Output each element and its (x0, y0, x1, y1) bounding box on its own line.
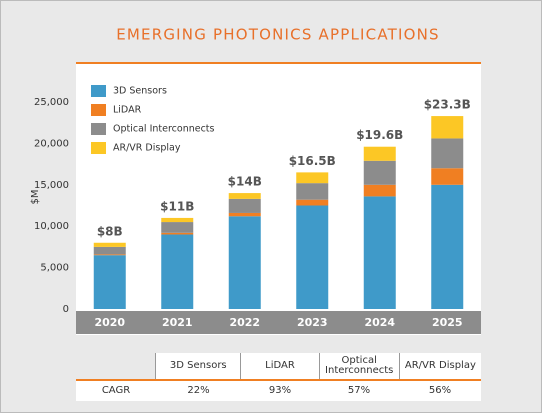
bar-segment (431, 184, 464, 309)
bar-segment (431, 138, 464, 169)
bar-segment (161, 234, 194, 309)
legend-label: Optical Interconnects (113, 124, 215, 135)
cagr-table: 3D Sensors LiDAR Optical Interconnects AR/V… (76, 353, 481, 401)
x-axis-band (76, 311, 481, 334)
chart-title: EMERGING PHOTONICS APPLICATIONS (116, 26, 440, 44)
bar-segment (296, 199, 329, 206)
table-header: 3D Sensors LiDAR Optical Interconnects AR/V… (76, 353, 481, 379)
x-tick-label: 2022 (229, 316, 260, 329)
column-header: 3D Sensors (155, 353, 241, 379)
x-tick-label: 2021 (162, 316, 193, 329)
bar-segment (93, 254, 126, 256)
y-tick-label: 10,000 (34, 221, 69, 232)
table-cell: 22% (156, 381, 241, 401)
column-header: Optical Interconnects (318, 353, 399, 379)
bar-segment (296, 172, 329, 184)
y-axis-label: $M (30, 190, 41, 205)
bar-segment (228, 216, 261, 309)
table-cell: 93% (241, 381, 319, 401)
bar-segment (228, 212, 261, 217)
column-header: AR/VR Display (398, 353, 481, 379)
legend-swatch (91, 142, 106, 154)
table-cell: 56% (399, 381, 481, 401)
y-tick-label: 20,000 (34, 138, 69, 149)
bar-segment (363, 146, 396, 161)
x-tick-label: 2025 (432, 316, 463, 329)
bar-segment (363, 160, 396, 185)
total-label: $19.6B (356, 128, 403, 142)
bar-segment (161, 222, 194, 233)
bar-segment (296, 183, 329, 200)
legend-label: 3D Sensors (113, 86, 167, 97)
legend-swatch (91, 104, 106, 116)
bar-segment (228, 198, 261, 213)
bar-segment (228, 193, 261, 199)
bar-segment (161, 232, 194, 235)
row-label: CAGR (76, 381, 156, 401)
column-header: LiDAR (240, 353, 319, 379)
bar-segment (161, 217, 194, 223)
plot-panel (76, 63, 481, 335)
bar-segment (93, 246, 126, 255)
bar-segment (296, 205, 329, 309)
y-tick-label: 0 (63, 304, 69, 315)
total-label: $8B (97, 224, 123, 238)
legend-swatch (91, 123, 106, 135)
bar-segment (363, 184, 396, 197)
total-label: $11B (160, 199, 194, 213)
total-label: $23.3B (424, 98, 471, 112)
y-tick-label: 25,000 (34, 97, 69, 108)
bar-segment (363, 196, 396, 309)
total-label: $16.5B (289, 154, 336, 168)
table-cell: 57% (319, 381, 399, 401)
x-tick-label: 2024 (364, 316, 395, 329)
bar-segment (93, 242, 126, 247)
legend-label: AR/VR Display (113, 143, 181, 154)
bar-segment (431, 116, 464, 139)
x-tick-label: 2023 (297, 316, 328, 329)
x-tick-label: 2020 (94, 316, 125, 329)
y-tick-label: 5,000 (40, 263, 69, 274)
legend-label: LiDAR (113, 105, 142, 116)
table-body: CAGR 22% 93% 57% 56% (76, 379, 481, 401)
y-tick-label: 15,000 (34, 180, 69, 191)
bar-segment (431, 168, 464, 185)
total-label: $14B (228, 175, 262, 189)
bar-segment (93, 255, 126, 309)
legend-swatch (91, 85, 106, 97)
corner (76, 353, 155, 379)
